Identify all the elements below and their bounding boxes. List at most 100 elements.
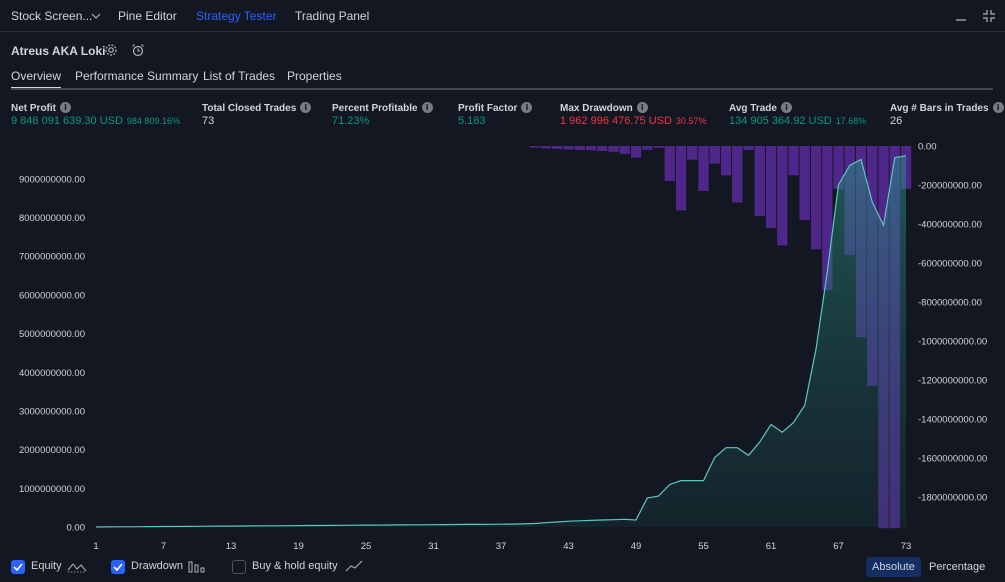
drawdown-bar [653,146,664,148]
drawdown-bar [822,146,833,291]
right-axis-tick-label: -1800000000.00 [918,493,987,504]
right-axis-tick-label: -800000000.00 [918,298,982,309]
buy-hold-legend-label[interactable]: Buy & hold equity [252,560,338,572]
settings-gear-icon[interactable] [104,43,118,57]
subtabs-divider [11,88,993,90]
checkmark-icon [113,563,123,572]
drawdown-bar [732,146,743,203]
right-axis-tick-label: -1400000000.00 [918,415,987,426]
drawdown-bar [630,146,642,158]
percentage-toggle-button[interactable]: Percentage [929,561,986,573]
left-axis-tick-label: 3000000000.00 [19,407,85,418]
alarm-clock-icon[interactable] [131,43,145,57]
tab-performance-summary[interactable]: Performance Summary [75,69,199,83]
percent-profitable-value: 71.23% [332,115,370,127]
tab-stock-screener[interactable]: Stock Screen... [11,9,93,23]
left-axis-tick-label: 5000000000.00 [19,329,85,340]
x-axis-tick-label: 19 [293,541,304,552]
info-icon[interactable]: i [300,102,312,113]
right-axis-tick-label: -600000000.00 [918,259,982,270]
drawdown-bar [788,146,799,176]
left-axis-tick-label: 0.00 [67,523,86,534]
equity-checkbox[interactable] [11,560,25,574]
right-axis-tick-label: 0.00 [918,142,937,153]
x-axis-tick-label: 31 [428,541,439,552]
max-drawdown-value: 1 962 996 476.75 USD 30.57% [560,115,707,127]
info-icon[interactable]: i [780,102,792,113]
equity-legend-label[interactable]: Equity [31,560,62,572]
net-profit-label: Net Profit i [11,102,71,114]
drawdown-bar [833,146,844,189]
drawdown-bar [777,146,788,246]
drawdown-bar [540,146,552,149]
profit-factor-value: 5.183 [458,115,486,127]
left-axis-tick-label: 7000000000.00 [19,252,85,263]
drawdown-bar [900,146,912,189]
x-axis-tick-label: 25 [361,541,372,552]
drawdown-bar [529,146,540,148]
info-icon[interactable]: i [421,102,433,113]
drawdown-bar [552,146,563,149]
drawdown-bar [608,146,619,152]
x-axis-tick-label: 49 [631,541,642,552]
info-icon[interactable]: i [636,102,648,113]
absolute-toggle-button[interactable]: Absolute [866,557,921,577]
tab-overview[interactable]: Overview [11,69,62,89]
avg-bars-label: Avg # Bars in Trades i [890,102,1004,114]
x-axis-tick-label: 61 [766,541,777,552]
maximize-icon[interactable] [982,9,996,23]
drawdown-bar [810,146,822,250]
drawdown-checkbox[interactable] [111,560,125,574]
drawdown-legend-label[interactable]: Drawdown [131,560,183,572]
equity-drawdown-chart[interactable]: 9000000000.00 8000000000.00 7000000000.00 6… [0,138,1005,554]
x-axis-tick-label: 43 [563,541,574,552]
drawdown-bar [642,146,653,150]
buy-hold-checkbox[interactable] [232,560,246,574]
x-axis-tick-label: 67 [833,541,844,552]
chevron-down-icon[interactable] [91,11,101,21]
drawdown-bar [765,146,777,228]
avg-trade-label: Avg Trade i [729,102,792,114]
minimize-icon[interactable] [955,10,967,22]
drawdown-bar [720,146,732,176]
left-axis-tick-label: 9000000000.00 [19,174,85,185]
tab-trading-panel[interactable]: Trading Panel [295,9,370,23]
tab-properties[interactable]: Properties [287,69,342,83]
drawdown-bar [709,146,720,164]
drawdown-bar [597,146,608,151]
drawdown-bar [743,146,754,150]
panel-tabs-bar: Stock Screen... Pine Editor Strategy Tes… [0,0,1005,32]
right-axis-tick-label: -1600000000.00 [918,454,987,465]
left-axis-tick-label: 2000000000.00 [19,445,85,456]
drawdown-bar [619,146,630,154]
line-chart-icon [67,563,87,573]
x-axis-tick-label: 73 [901,541,912,552]
drawdown-bar [754,146,765,217]
left-axis-tick-label: 8000000000.00 [19,213,85,224]
x-axis-tick-label: 37 [496,541,507,552]
avg-trade-value: 134 905 364.92 USD 17.68% [729,115,867,127]
right-axis-tick-label: -400000000.00 [918,220,982,231]
tab-strategy-tester[interactable]: Strategy Tester [196,9,277,23]
profit-factor-label: Profit Factor i [458,102,533,114]
tab-list-of-trades[interactable]: List of Trades [203,69,276,83]
tab-pine-editor[interactable]: Pine Editor [118,9,177,23]
drawdown-bar [675,146,687,211]
strategy-name: Atreus AKA Loki [11,44,106,58]
left-axis-tick-label: 1000000000.00 [19,484,85,495]
percent-profitable-label: Percent Profitable i [332,102,433,114]
equity-line [95,155,907,528]
max-drawdown-label: Max Drawdown i [560,102,648,114]
trend-line-icon [345,560,363,572]
right-axis-tick-label: -1200000000.00 [918,376,987,387]
info-icon[interactable]: i [992,102,1004,113]
info-icon[interactable]: i [521,102,533,113]
right-axis-tick-label: -1000000000.00 [918,337,987,348]
left-axis-tick-label: 4000000000.00 [19,368,85,379]
checkmark-icon [13,563,23,572]
info-icon[interactable]: i [60,102,71,113]
drawdown-bar [585,146,597,151]
drawdown-bar [687,146,698,160]
drawdown-bar [698,146,709,191]
x-axis-tick-label: 13 [226,541,237,552]
